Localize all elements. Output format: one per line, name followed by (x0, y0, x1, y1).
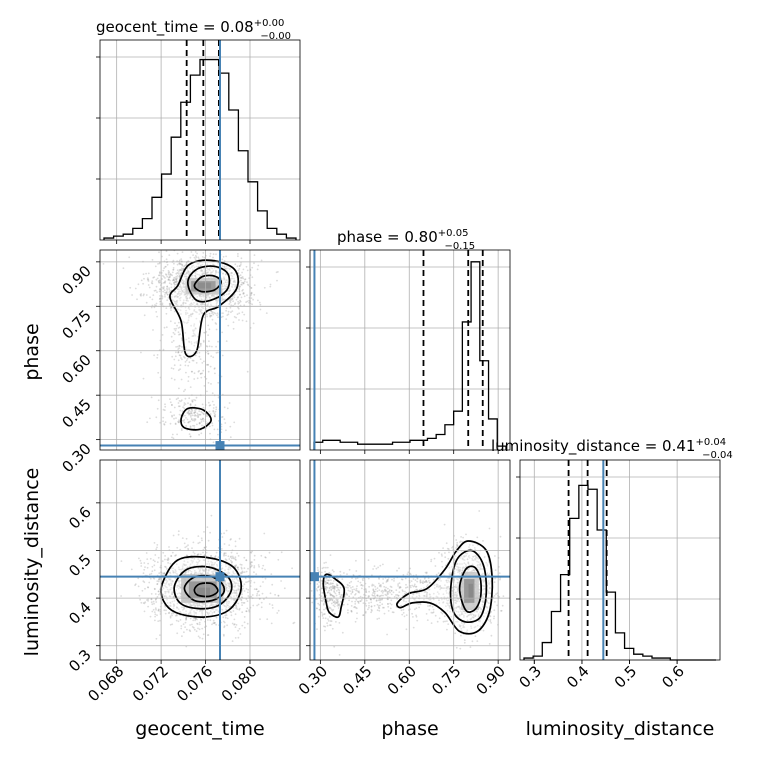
contour-line (180, 406, 212, 431)
ylabel-phase: phase (21, 323, 43, 380)
y-tick-label-luminosity_distance: 0.4 (65, 598, 95, 628)
x-tick-label-phase: 0.90 (473, 662, 509, 698)
panel-frame (99, 39, 301, 241)
contour-line (186, 265, 231, 303)
y-tick-label-luminosity_distance: 0.3 (65, 646, 95, 676)
ylabel-luminosity-distance: luminosity_distance (21, 468, 43, 657)
contour-line (322, 573, 346, 619)
y-tick-label-luminosity_distance: 0.5 (65, 551, 95, 581)
title-phase: phase = 0.80+0.05 −0.15 (337, 228, 475, 252)
histogram-geocent_time (103, 58, 297, 240)
density-cell (191, 281, 216, 292)
contour-line (193, 582, 219, 598)
scatter-geocent_time-luminosity_distance (120, 514, 296, 648)
xlabel-luminosity-distance: luminosity_distance (526, 718, 715, 740)
x-tick-label-geocent_time: 0.076 (173, 662, 216, 705)
x-tick-label-phase: 0.30 (295, 662, 331, 698)
contour-line (458, 565, 482, 613)
panel-frame (99, 249, 301, 451)
truth-marker (215, 441, 225, 451)
y-tick-label-phase: 0.75 (58, 306, 94, 342)
scatter-geocent_time-phase (102, 250, 279, 447)
x-tick-label-luminosity_distance: 0.6 (658, 662, 688, 692)
contour-line (449, 549, 488, 624)
panel-frame (519, 459, 721, 661)
title-geocent-time: geocent_time = 0.08+0.00 −0.00 (96, 18, 291, 42)
density-cell (464, 579, 475, 603)
panel-frame (99, 459, 301, 661)
x-tick-label-geocent_time: 0.072 (129, 662, 172, 705)
title-luminosity-distance: luminosity_distance = 0.41+0.04 −0.04 (491, 437, 733, 461)
x-tick-label-phase: 0.45 (339, 662, 375, 698)
y-tick-label-phase: 0.90 (58, 262, 94, 298)
x-tick-label-geocent_time: 0.080 (218, 662, 261, 705)
y-tick-label-phase: 0.30 (58, 440, 94, 476)
contour-line (193, 274, 222, 293)
histogram-phase (313, 261, 507, 450)
histogram-luminosity_distance (523, 484, 716, 661)
panel-frame (309, 249, 511, 451)
x-tick-label-phase: 0.75 (428, 662, 464, 698)
scatter-phase-luminosity_distance (310, 510, 505, 656)
x-tick-label-geocent_time: 0.068 (84, 662, 127, 705)
xlabel-phase: phase (381, 718, 438, 740)
xlabel-geocent-time: geocent_time (135, 718, 264, 740)
x-tick-label-luminosity_distance: 0.5 (611, 662, 641, 692)
panel-frame (309, 459, 511, 661)
contour-line (173, 565, 233, 610)
y-tick-label-phase: 0.60 (58, 351, 94, 387)
x-tick-label-luminosity_distance: 0.3 (516, 662, 546, 692)
y-tick-label-phase: 0.45 (58, 395, 94, 431)
contour-line (396, 540, 494, 635)
x-tick-label-luminosity_distance: 0.4 (563, 662, 593, 692)
truth-marker (309, 572, 319, 582)
truth-marker (215, 572, 225, 582)
x-tick-label-phase: 0.60 (384, 662, 420, 698)
y-tick-label-luminosity_distance: 0.6 (65, 503, 95, 533)
